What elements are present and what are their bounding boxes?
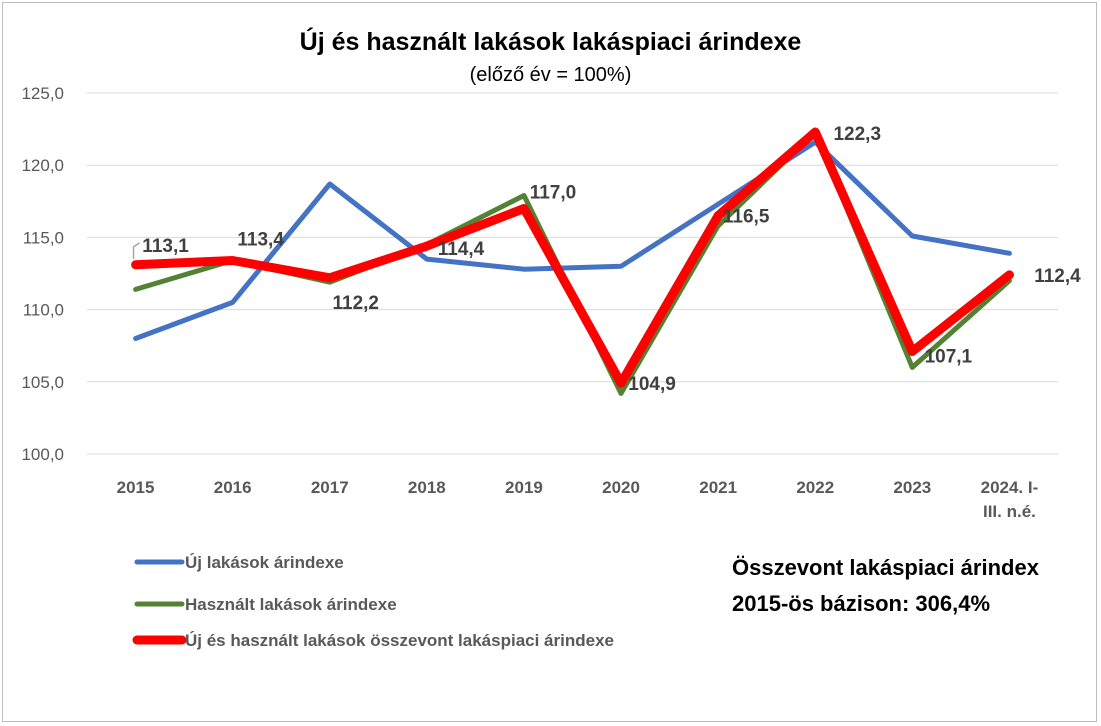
y-tick-label: 100,0 [21, 445, 64, 464]
y-tick-label: 105,0 [21, 373, 64, 392]
legend-label-2: Használt lakások árindexe [185, 595, 397, 614]
summary-annotation: Összevont lakáspiaci árindex 2015-ös báz… [732, 550, 1039, 622]
series-line-1 [133, 139, 1012, 341]
data-label: 112,2 [333, 293, 380, 314]
y-tick-label: 110,0 [23, 301, 64, 320]
data-label: 113,4 [237, 230, 284, 251]
x-tick-label: 2016 [214, 478, 252, 497]
data-label: 107,1 [925, 346, 973, 367]
x-tick-label: 2020 [602, 478, 640, 497]
data-label: 113,1 [142, 236, 189, 257]
data-label: 114,4 [438, 239, 485, 260]
x-tick-label: 2023 [893, 478, 931, 497]
y-tick-label: 125,0 [21, 84, 64, 103]
series-line-3 [131, 127, 1014, 388]
summary-line-2: 2015-ös bázison: 306,4% [732, 591, 991, 616]
data-label: 116,5 [723, 207, 770, 228]
data-label: 122,3 [833, 124, 881, 145]
chart-subtitle: (előző év = 100%) [469, 64, 632, 86]
x-tick-label: 2022 [796, 478, 834, 497]
x-tick-label: 2015 [117, 478, 155, 497]
x-tick-label: 2024. I- [981, 478, 1039, 497]
y-tick-label: 120,0 [21, 156, 64, 175]
x-tick-label: 2017 [311, 478, 349, 497]
x-tick-label: III. n.é. [983, 502, 1036, 521]
data-label: 112,4 [1034, 266, 1081, 287]
leader-line [132, 242, 140, 259]
x-tick-label: 2018 [408, 478, 446, 497]
x-tick-label: 2021 [699, 478, 737, 497]
data-label: 104,9 [628, 374, 676, 395]
data-label: 117,0 [530, 183, 577, 204]
x-tick-label: 2019 [505, 478, 543, 497]
legend-label-3: Új és használt lakások összevont lakáspi… [185, 631, 614, 650]
summary-line-1: Összevont lakáspiaci árindex [732, 555, 1039, 580]
legend-label-1: Új lakások árindexe [185, 553, 344, 572]
y-tick-label: 115,0 [23, 228, 64, 247]
chart-title: Új és használt lakások lakáspiaci árinde… [299, 28, 802, 56]
